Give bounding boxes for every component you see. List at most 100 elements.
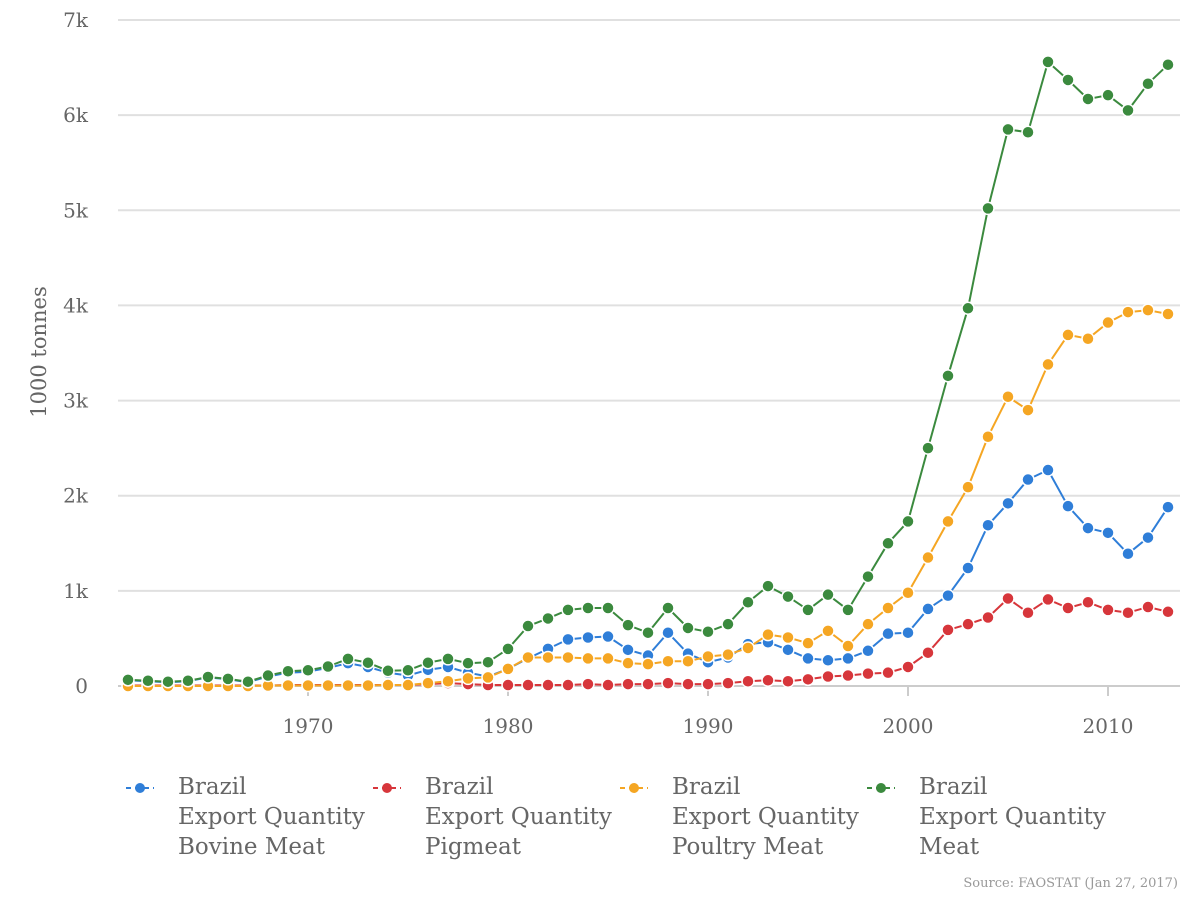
- data-point[interactable]: [1081, 521, 1095, 535]
- data-point[interactable]: [1041, 55, 1055, 69]
- data-point[interactable]: [281, 664, 295, 679]
- data-point[interactable]: [341, 652, 355, 666]
- data-point[interactable]: [1041, 592, 1055, 607]
- data-point[interactable]: [861, 666, 875, 681]
- data-point[interactable]: [721, 617, 735, 631]
- data-point[interactable]: [1161, 57, 1175, 72]
- data-point[interactable]: [821, 669, 835, 684]
- data-point[interactable]: [961, 617, 975, 631]
- data-point[interactable]: [1001, 496, 1015, 511]
- data-point[interactable]: [1101, 603, 1115, 617]
- data-point[interactable]: [481, 655, 495, 669]
- data-point[interactable]: [1141, 600, 1155, 614]
- data-point[interactable]: [621, 618, 635, 632]
- data-point[interactable]: [501, 642, 515, 656]
- data-point[interactable]: [581, 601, 595, 615]
- data-point[interactable]: [601, 651, 615, 666]
- data-point[interactable]: [861, 644, 875, 658]
- data-point[interactable]: [581, 630, 595, 645]
- data-point[interactable]: [321, 659, 335, 674]
- data-point[interactable]: [581, 677, 595, 691]
- data-point[interactable]: [621, 656, 635, 670]
- data-point[interactable]: [641, 625, 655, 640]
- data-point[interactable]: [1021, 605, 1035, 620]
- data-point[interactable]: [801, 636, 815, 650]
- data-point[interactable]: [861, 569, 875, 584]
- data-point[interactable]: [601, 678, 615, 692]
- data-point[interactable]: [301, 663, 315, 678]
- legend-item[interactable]: Brazil Export Quantity Pigmeat: [367, 772, 612, 867]
- data-point[interactable]: [701, 625, 715, 639]
- data-point[interactable]: [881, 536, 895, 551]
- data-point[interactable]: [921, 645, 935, 660]
- data-point[interactable]: [381, 678, 395, 692]
- data-point[interactable]: [721, 647, 735, 662]
- data-point[interactable]: [541, 678, 555, 692]
- data-point[interactable]: [921, 550, 935, 565]
- data-point[interactable]: [1141, 303, 1155, 317]
- data-point[interactable]: [1141, 530, 1155, 545]
- data-point[interactable]: [841, 651, 855, 666]
- data-point[interactable]: [201, 670, 215, 684]
- data-point[interactable]: [821, 587, 835, 602]
- data-point[interactable]: [561, 603, 575, 617]
- data-point[interactable]: [401, 678, 415, 692]
- data-point[interactable]: [1041, 463, 1055, 477]
- data-point[interactable]: [421, 655, 435, 670]
- data-point[interactable]: [801, 651, 815, 666]
- data-point[interactable]: [781, 643, 795, 657]
- data-point[interactable]: [1121, 103, 1135, 118]
- data-point[interactable]: [1161, 605, 1175, 619]
- data-point[interactable]: [821, 624, 835, 638]
- data-point[interactable]: [781, 674, 795, 688]
- data-point[interactable]: [1121, 305, 1135, 319]
- data-point[interactable]: [1061, 328, 1075, 342]
- data-point[interactable]: [941, 588, 955, 603]
- data-point[interactable]: [1061, 73, 1075, 87]
- legend-item[interactable]: Brazil Export Quantity Meat: [861, 772, 1106, 867]
- data-point[interactable]: [681, 654, 695, 669]
- data-point[interactable]: [841, 639, 855, 653]
- data-point[interactable]: [881, 601, 895, 615]
- data-point[interactable]: [381, 664, 395, 678]
- data-point[interactable]: [421, 676, 435, 690]
- data-point[interactable]: [441, 674, 455, 688]
- data-point[interactable]: [1001, 122, 1015, 137]
- data-point[interactable]: [1081, 92, 1095, 106]
- data-point[interactable]: [881, 665, 895, 680]
- legend-item[interactable]: Brazil Export Quantity Bovine Meat: [120, 772, 365, 867]
- data-point[interactable]: [361, 678, 375, 693]
- data-point[interactable]: [681, 677, 695, 691]
- data-point[interactable]: [301, 678, 315, 693]
- data-point[interactable]: [901, 660, 915, 674]
- data-point[interactable]: [781, 589, 795, 604]
- data-point[interactable]: [761, 579, 775, 593]
- data-point[interactable]: [981, 201, 995, 216]
- data-point[interactable]: [521, 619, 535, 633]
- data-point[interactable]: [1121, 547, 1135, 561]
- data-point[interactable]: [461, 656, 475, 670]
- data-point[interactable]: [901, 514, 915, 529]
- data-point[interactable]: [981, 429, 995, 444]
- data-point[interactable]: [921, 441, 935, 455]
- data-point[interactable]: [1021, 472, 1035, 487]
- data-point[interactable]: [881, 626, 895, 641]
- data-point[interactable]: [521, 678, 535, 692]
- data-point[interactable]: [601, 601, 615, 615]
- data-point[interactable]: [901, 586, 915, 600]
- data-point[interactable]: [661, 625, 675, 640]
- data-point[interactable]: [801, 672, 815, 687]
- data-point[interactable]: [981, 610, 995, 625]
- data-point[interactable]: [661, 601, 675, 615]
- data-point[interactable]: [641, 657, 655, 671]
- data-point[interactable]: [561, 650, 575, 665]
- data-point[interactable]: [221, 672, 235, 686]
- data-point[interactable]: [441, 652, 455, 666]
- data-point[interactable]: [521, 650, 535, 665]
- data-point[interactable]: [1161, 307, 1175, 321]
- data-point[interactable]: [1001, 591, 1015, 606]
- data-point[interactable]: [1041, 357, 1055, 372]
- data-point[interactable]: [1061, 499, 1075, 513]
- data-point[interactable]: [1061, 601, 1075, 615]
- data-point[interactable]: [901, 625, 915, 640]
